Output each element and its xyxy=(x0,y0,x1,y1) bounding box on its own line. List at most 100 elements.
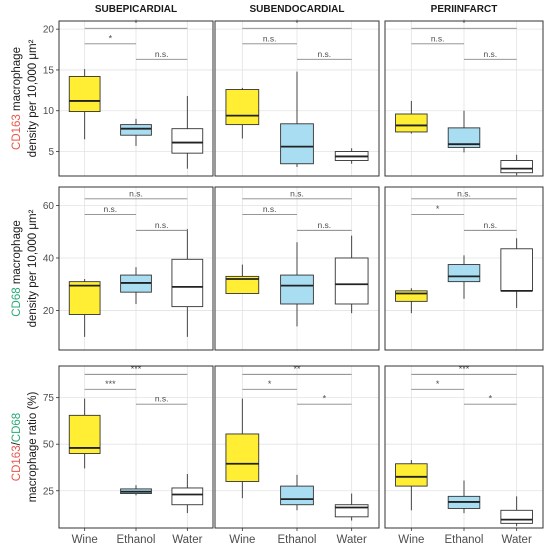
y-axis-label-part: CD68 xyxy=(11,287,23,316)
significance-label: n.s. xyxy=(483,220,497,230)
box-wine xyxy=(395,288,428,314)
box-wine xyxy=(68,398,101,469)
x-tick-label: Water xyxy=(172,534,202,546)
y-tick-label: 60 xyxy=(43,201,55,212)
x-tick-label: Ethanol xyxy=(444,534,483,546)
svg-text:density per 10,000 μm²: density per 10,000 μm² xyxy=(27,39,39,157)
significance-label: * xyxy=(323,394,327,404)
significance-label: n.s. xyxy=(263,204,277,214)
panel-frame xyxy=(384,20,544,177)
box-wine xyxy=(395,460,428,511)
significance-label: * xyxy=(436,379,440,389)
box-iqr xyxy=(447,127,481,148)
x-tick-label: Water xyxy=(337,534,367,546)
box-wine xyxy=(225,264,260,294)
y-tick-label: 40 xyxy=(43,253,55,264)
box-ethanol xyxy=(447,255,481,299)
box-iqr xyxy=(68,281,101,315)
box-iqr xyxy=(68,76,101,113)
box-iqr xyxy=(280,485,314,506)
panel-frame xyxy=(384,186,544,351)
box-ethanol xyxy=(120,485,152,496)
column-title: SUBENDOCARDIAL xyxy=(250,4,345,15)
box-water xyxy=(500,238,533,308)
significance-label: n.s. xyxy=(155,394,169,404)
y-tick-label: 20 xyxy=(43,306,55,317)
x-tick-label: Wine xyxy=(398,534,424,546)
significance-label: n.s. xyxy=(457,188,471,198)
box-ethanol xyxy=(120,118,152,146)
box-water xyxy=(171,229,204,337)
y-axis-label-part: macrophage ratio (%) xyxy=(27,392,39,503)
box-water xyxy=(171,96,204,169)
y-axis-label-part: CD163 xyxy=(11,445,23,481)
significance-label: * xyxy=(462,18,466,28)
y-tick-label: 15 xyxy=(43,65,55,76)
box-wine xyxy=(225,87,260,139)
significance-label: * xyxy=(295,18,299,28)
significance-label: * xyxy=(436,204,440,214)
y-tick-label: 50 xyxy=(43,440,55,451)
box-iqr xyxy=(171,258,204,308)
svg-text:density per 10,000 μm²: density per 10,000 μm² xyxy=(27,209,39,327)
significance-label: n.s. xyxy=(263,33,277,43)
box-ethanol xyxy=(447,110,481,153)
significance-label: n.s. xyxy=(103,204,117,214)
significance-label: *** xyxy=(131,364,142,374)
y-tick-label: 25 xyxy=(43,486,55,497)
svg-text:CD68 macrophage: CD68 macrophage xyxy=(11,220,23,317)
box-iqr xyxy=(395,463,428,487)
box-ethanol xyxy=(280,474,314,511)
significance-label: n.s. xyxy=(129,188,143,198)
box-iqr xyxy=(280,123,314,165)
x-tick-label: Wine xyxy=(229,534,255,546)
significance-label: n.s. xyxy=(290,188,304,198)
panel: * * n.s. xyxy=(58,18,214,177)
significance-label: * xyxy=(134,18,138,28)
svg-text:macrophage ratio (%): macrophage ratio (%) xyxy=(27,392,39,503)
x-tick-label: Ethanol xyxy=(116,534,155,546)
y-axis-label-part: CD163 xyxy=(11,114,23,150)
box-iqr xyxy=(500,160,533,174)
panel: ***** xyxy=(384,364,544,529)
y-axis-label-part: density per 10,000 μm² xyxy=(27,209,39,327)
box-iqr xyxy=(120,124,152,136)
box-iqr xyxy=(500,248,533,292)
significance-label: *** xyxy=(459,364,470,374)
significance-label: n.s. xyxy=(317,220,331,230)
significance-label: n.s. xyxy=(155,220,169,230)
panel: * n.s. n.s. xyxy=(214,18,380,177)
box-iqr xyxy=(334,257,369,305)
panel: n.s. * n.s. xyxy=(384,186,544,351)
box-iqr xyxy=(280,274,314,305)
box-iqr xyxy=(225,433,260,482)
significance-label: ** xyxy=(293,364,301,374)
significance-label: n.s. xyxy=(317,49,331,59)
box-iqr xyxy=(171,128,204,154)
panel: **** xyxy=(214,364,380,529)
y-axis-label-part: macrophage xyxy=(11,47,23,114)
panel-frame xyxy=(58,20,214,177)
box-water xyxy=(171,474,204,514)
box-iqr xyxy=(447,264,481,283)
panel: n.s. n.s. n.s. xyxy=(214,186,380,351)
box-iqr xyxy=(225,89,260,126)
panel: * n.s. n.s. xyxy=(384,18,544,177)
panel: n.s. n.s. n.s. xyxy=(58,186,214,351)
y-axis-label: CD68 macrophage density per 10,000 μm² xyxy=(11,209,39,327)
box-iqr xyxy=(395,290,428,302)
box-ethanol xyxy=(280,242,314,327)
significance-label: n.s. xyxy=(431,33,445,43)
panel-frame xyxy=(214,186,380,351)
significance-label: *** xyxy=(105,379,116,389)
significance-label: * xyxy=(489,394,493,404)
panel: *** *** n.s. xyxy=(58,364,214,529)
y-axis-label-part: / xyxy=(11,441,23,445)
box-ethanol xyxy=(280,71,314,168)
x-tick-label: Ethanol xyxy=(277,534,316,546)
y-tick-label: 20 xyxy=(43,25,55,36)
y-tick-label: 10 xyxy=(43,106,55,117)
box-iqr xyxy=(395,113,428,133)
y-axis-label-part: density per 10,000 μm² xyxy=(27,39,39,157)
